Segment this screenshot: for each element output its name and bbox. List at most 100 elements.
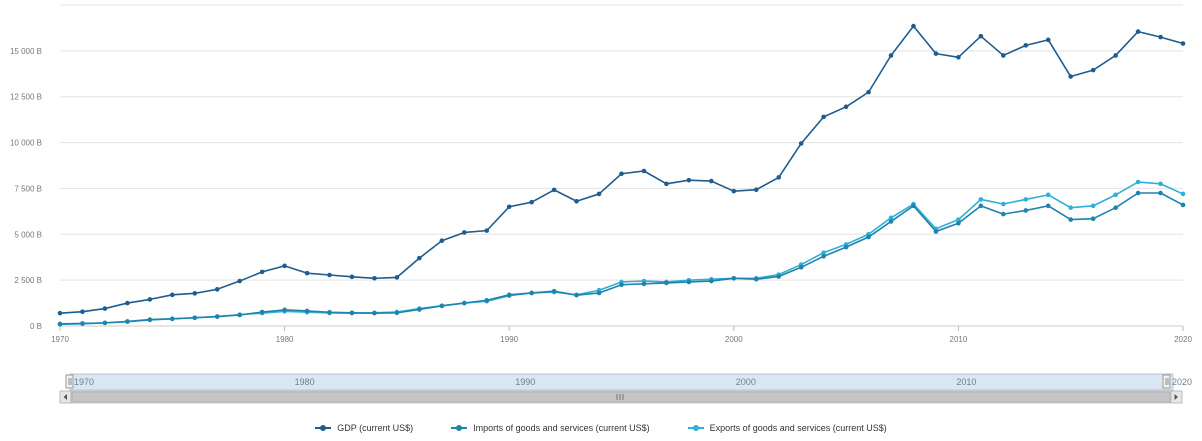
data-point-gdp[interactable] <box>439 238 445 244</box>
data-point-imports[interactable] <box>1045 203 1051 209</box>
data-point-exports[interactable] <box>1045 192 1051 198</box>
data-point-exports[interactable] <box>821 250 826 255</box>
data-point-gdp[interactable] <box>664 181 669 187</box>
data-point-exports[interactable] <box>888 215 894 221</box>
data-point-gdp[interactable] <box>1023 43 1029 48</box>
data-point-imports[interactable] <box>125 319 130 324</box>
data-point-imports[interactable] <box>1090 216 1096 221</box>
data-point-exports[interactable] <box>1023 197 1029 202</box>
data-point-exports[interactable] <box>1135 179 1141 185</box>
data-point-exports[interactable] <box>1158 181 1163 187</box>
data-point-gdp[interactable] <box>753 187 759 193</box>
data-point-imports[interactable] <box>686 279 692 285</box>
data-point-exports[interactable] <box>1090 203 1096 209</box>
data-point-imports[interactable] <box>349 310 355 316</box>
data-point-gdp[interactable] <box>1180 41 1186 46</box>
data-point-gdp[interactable] <box>1090 67 1096 73</box>
data-point-gdp[interactable] <box>349 274 355 280</box>
data-point-gdp[interactable] <box>551 187 557 193</box>
data-point-gdp[interactable] <box>956 54 961 60</box>
data-point-exports[interactable] <box>1001 201 1006 207</box>
data-point-gdp[interactable] <box>259 269 265 275</box>
legend-item-imports[interactable]: Imports of goods and services (current U… <box>451 418 650 438</box>
data-point-gdp[interactable] <box>282 263 287 269</box>
data-point-gdp[interactable] <box>843 104 849 110</box>
data-point-imports[interactable] <box>327 309 332 315</box>
data-point-imports[interactable] <box>192 315 198 321</box>
data-point-imports[interactable] <box>461 300 467 306</box>
data-point-gdp[interactable] <box>461 230 467 235</box>
data-point-imports[interactable] <box>933 229 939 234</box>
data-point-imports[interactable] <box>529 290 534 296</box>
data-point-gdp[interactable] <box>304 270 310 276</box>
data-point-gdp[interactable] <box>1135 29 1141 34</box>
data-point-gdp[interactable] <box>80 309 85 314</box>
data-point-imports[interactable] <box>664 280 669 286</box>
data-point-imports[interactable] <box>551 288 557 294</box>
data-point-imports[interactable] <box>1023 208 1029 213</box>
data-point-imports[interactable] <box>978 203 984 209</box>
data-point-imports[interactable] <box>956 220 961 226</box>
data-point-imports[interactable] <box>506 292 512 298</box>
data-point-gdp[interactable] <box>57 310 63 316</box>
data-point-imports[interactable] <box>80 321 85 326</box>
data-point-gdp[interactable] <box>394 275 400 280</box>
data-point-imports[interactable] <box>372 310 377 316</box>
data-point-gdp[interactable] <box>147 297 153 302</box>
data-point-imports[interactable] <box>1158 190 1163 196</box>
data-point-imports[interactable] <box>1068 217 1073 222</box>
data-point-gdp[interactable] <box>214 287 220 292</box>
data-point-imports[interactable] <box>911 203 916 209</box>
data-point-imports[interactable] <box>731 276 737 281</box>
data-point-imports[interactable] <box>1135 190 1141 196</box>
data-point-gdp[interactable] <box>641 168 647 174</box>
data-point-imports[interactable] <box>147 317 153 322</box>
data-point-gdp[interactable] <box>798 141 804 146</box>
data-point-gdp[interactable] <box>417 255 422 261</box>
data-point-gdp[interactable] <box>709 178 714 184</box>
data-point-gdp[interactable] <box>1068 74 1073 79</box>
data-point-gdp[interactable] <box>888 53 894 58</box>
data-point-exports[interactable] <box>978 197 984 202</box>
data-point-imports[interactable] <box>237 312 242 318</box>
data-point-imports[interactable] <box>102 320 108 326</box>
data-point-imports[interactable] <box>619 282 624 288</box>
data-point-imports[interactable] <box>574 292 579 298</box>
data-point-gdp[interactable] <box>686 177 692 183</box>
legend-item-gdp[interactable]: GDP (current US$) <box>315 418 413 438</box>
data-point-imports[interactable] <box>439 303 445 309</box>
data-point-imports[interactable] <box>417 307 422 312</box>
data-point-gdp[interactable] <box>506 204 512 210</box>
data-point-imports[interactable] <box>821 253 826 259</box>
data-point-gdp[interactable] <box>866 89 871 95</box>
data-point-gdp[interactable] <box>192 291 198 296</box>
data-point-gdp[interactable] <box>237 278 242 284</box>
data-point-gdp[interactable] <box>1113 53 1118 58</box>
data-point-gdp[interactable] <box>372 276 377 281</box>
data-point-gdp[interactable] <box>978 33 984 39</box>
data-point-imports[interactable] <box>888 219 894 224</box>
data-point-gdp[interactable] <box>1045 37 1051 43</box>
data-point-gdp[interactable] <box>596 191 602 197</box>
data-point-gdp[interactable] <box>933 51 939 56</box>
data-point-imports[interactable] <box>282 307 287 313</box>
data-point-imports[interactable] <box>170 316 175 322</box>
data-point-gdp[interactable] <box>731 188 737 194</box>
data-point-gdp[interactable] <box>776 175 782 180</box>
data-point-imports[interactable] <box>641 281 647 287</box>
data-point-gdp[interactable] <box>1001 53 1006 58</box>
data-point-imports[interactable] <box>484 298 490 303</box>
scrollbar[interactable] <box>59 390 1183 404</box>
range-navigator[interactable]: 1970 1980 1990 2000 2010 2020 <box>65 373 1192 391</box>
data-point-gdp[interactable] <box>574 198 579 204</box>
data-point-gdp[interactable] <box>125 300 130 306</box>
data-point-imports[interactable] <box>57 321 63 327</box>
data-point-exports[interactable] <box>1180 191 1186 197</box>
data-point-imports[interactable] <box>1180 202 1186 208</box>
scrollbar-thumb[interactable] <box>71 391 1171 403</box>
data-point-imports[interactable] <box>214 314 220 319</box>
data-point-imports[interactable] <box>596 290 602 296</box>
data-point-imports[interactable] <box>843 244 849 250</box>
data-point-gdp[interactable] <box>170 292 175 298</box>
data-point-exports[interactable] <box>1113 192 1118 198</box>
